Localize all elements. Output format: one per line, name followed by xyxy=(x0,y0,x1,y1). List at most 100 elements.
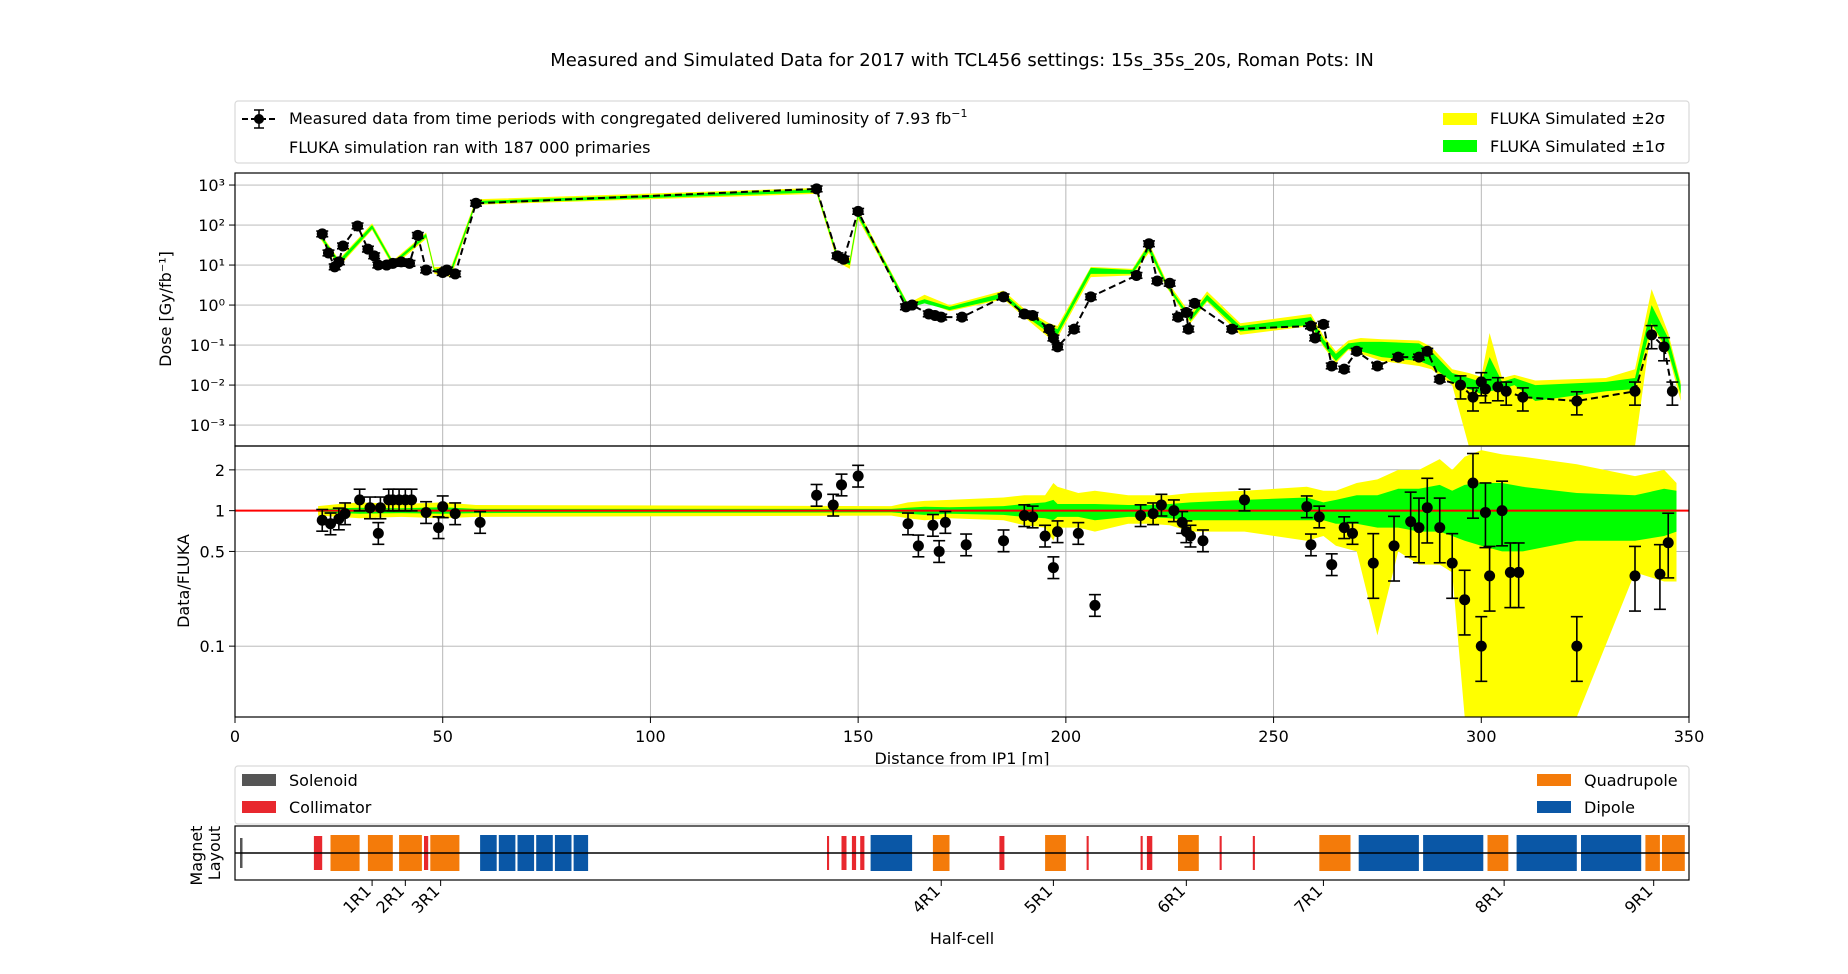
solenoid-legend-label: Solenoid xyxy=(289,771,358,790)
data-point xyxy=(449,268,462,280)
halfcell-tick-label: 4R1 xyxy=(908,881,944,917)
data-point xyxy=(316,508,329,532)
marker xyxy=(449,508,461,520)
marker xyxy=(1172,311,1184,323)
data-point xyxy=(1300,495,1313,519)
ratio-axes-frame xyxy=(234,445,1690,718)
data-point xyxy=(449,502,462,526)
band2-legend-swatch xyxy=(1443,113,1477,125)
data-point xyxy=(1466,452,1479,519)
marker xyxy=(1313,511,1325,523)
marker xyxy=(1388,540,1400,552)
marker xyxy=(1305,539,1317,551)
marker xyxy=(827,499,839,511)
data-point xyxy=(956,311,968,323)
data-point xyxy=(1666,381,1679,406)
marker xyxy=(1326,559,1338,571)
data-point xyxy=(1155,493,1168,517)
marker xyxy=(403,257,415,269)
marker xyxy=(364,502,376,514)
marker xyxy=(1662,537,1674,549)
marker xyxy=(1504,566,1516,578)
quadrupole-legend-label: Quadrupole xyxy=(1584,771,1678,790)
marker xyxy=(433,522,445,534)
halfcell-tick-label: 2R1 xyxy=(372,881,408,917)
data-point xyxy=(411,229,424,241)
data-point xyxy=(351,220,364,232)
data-point xyxy=(1338,363,1351,375)
marker xyxy=(1446,557,1458,569)
data-point xyxy=(1238,488,1251,512)
marker xyxy=(1189,297,1201,309)
marker xyxy=(1371,360,1383,372)
marker xyxy=(1434,373,1446,385)
data-point xyxy=(1433,373,1446,385)
y-tick-label: 10⁰ xyxy=(198,296,225,315)
data-point xyxy=(1500,381,1513,406)
data-point xyxy=(810,483,823,507)
ratio-panel: 0.1 0.5 1 2 0 50 100 150 200 250 300 350 Data/FLUK… xyxy=(174,445,1704,768)
dose-y-ticks: 10⁻³ 10⁻² 10⁻¹ 10⁰ 10¹ 10² 10³ xyxy=(190,176,235,435)
x-tick-label: 250 xyxy=(1258,727,1289,746)
marker xyxy=(406,494,418,506)
y-tick-label: 1 xyxy=(215,502,225,521)
marker xyxy=(852,205,864,217)
marker xyxy=(1068,323,1080,335)
marker xyxy=(1666,385,1678,397)
marker xyxy=(1629,570,1641,582)
data-point xyxy=(1454,375,1467,400)
marker xyxy=(1238,494,1250,506)
marker xyxy=(1571,640,1583,652)
data-point xyxy=(1628,381,1641,406)
x-tick-label: 300 xyxy=(1466,727,1497,746)
data-point xyxy=(1047,556,1060,580)
marker xyxy=(1455,379,1467,391)
marker xyxy=(1180,307,1192,319)
data-point xyxy=(835,473,848,497)
magnet-legend: Solenoid Collimator Quadrupole Dipole xyxy=(234,765,1690,825)
marker xyxy=(1421,502,1433,514)
measured-legend-marker xyxy=(242,109,276,129)
data-point xyxy=(316,228,329,240)
data-point xyxy=(1512,542,1525,609)
marker xyxy=(1197,535,1209,547)
data-point xyxy=(1466,387,1479,412)
data-point xyxy=(420,264,433,276)
data-point xyxy=(405,488,418,512)
data-point xyxy=(1151,275,1164,287)
data-point xyxy=(332,256,345,268)
data-point xyxy=(997,529,1010,553)
data-point xyxy=(1628,545,1641,612)
data-point xyxy=(1325,553,1338,577)
ratio-band-1sigma xyxy=(318,483,1677,552)
marker xyxy=(1405,516,1417,528)
marker xyxy=(1309,332,1321,344)
marker xyxy=(412,229,424,241)
data-point xyxy=(1068,323,1081,335)
marker xyxy=(1500,385,1512,397)
data-point xyxy=(1458,569,1471,636)
marker xyxy=(1467,477,1479,489)
fluka-note: FLUKA simulation ran with 187 000 primar… xyxy=(289,138,650,157)
marker xyxy=(852,470,864,482)
marker xyxy=(333,256,345,268)
data-point xyxy=(1491,376,1504,402)
marker xyxy=(1052,341,1064,353)
marker xyxy=(1351,345,1363,357)
marker xyxy=(1147,508,1159,520)
marker xyxy=(368,250,380,262)
marker xyxy=(1018,308,1030,320)
data-point xyxy=(1658,336,1671,362)
marker xyxy=(933,545,945,557)
data-point xyxy=(1039,524,1052,548)
data-point xyxy=(1388,515,1401,582)
data-legend: Measured data from time periods with con… xyxy=(234,100,1690,164)
x-tick-label: 50 xyxy=(433,727,453,746)
data-point xyxy=(1084,291,1097,303)
magnet-axes-frame xyxy=(234,825,1690,881)
data-point xyxy=(1226,323,1239,335)
data-point xyxy=(436,495,449,519)
marker xyxy=(1475,640,1487,652)
data-point xyxy=(1163,277,1176,289)
data-point xyxy=(1072,521,1085,546)
